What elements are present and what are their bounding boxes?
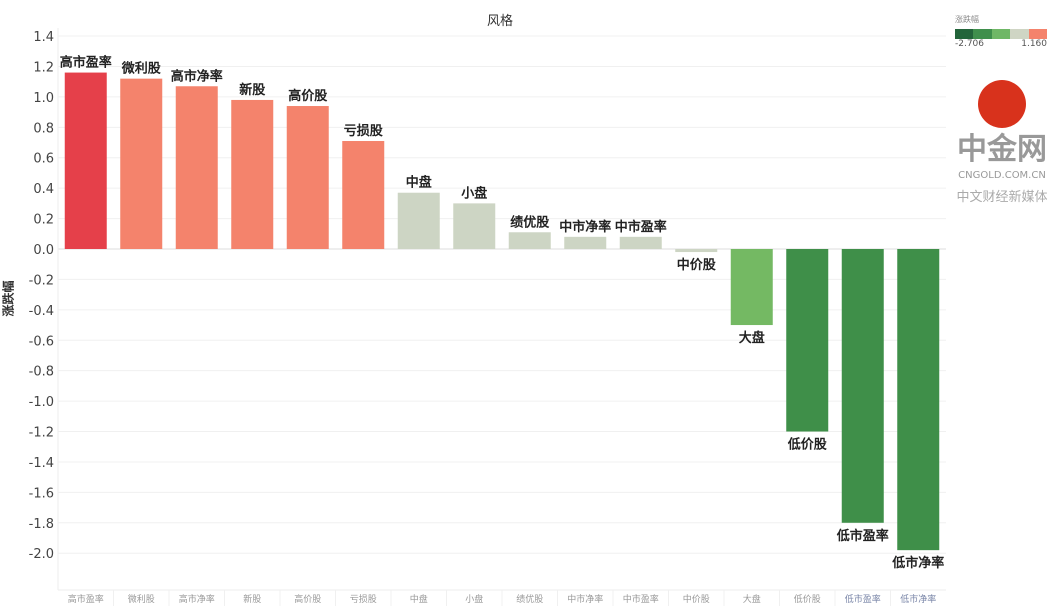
x-tick-label: 高市盈率: [68, 593, 104, 605]
y-tick-label: -0.2: [29, 273, 54, 288]
data-label: 高市盈率: [60, 55, 112, 71]
x-tick-label: 低市盈率: [845, 593, 881, 605]
y-tick-label: -1.0: [29, 395, 54, 410]
y-tick-label: -1.4: [29, 456, 54, 471]
cngold-logo-icon: [978, 80, 1026, 128]
bar[interactable]: [508, 232, 551, 249]
data-label: 大盘: [739, 330, 765, 346]
x-tick-label: 低市净率: [900, 593, 936, 605]
bar[interactable]: [897, 249, 940, 551]
watermark-sub: 中文财经新媒体: [956, 190, 1048, 205]
y-tick-label: 1.4: [33, 30, 54, 45]
y-tick-label: -1.2: [29, 426, 54, 441]
y-tick-label: -0.6: [29, 334, 54, 349]
bar[interactable]: [675, 249, 718, 253]
data-label: 中盘: [406, 175, 432, 191]
data-label: 高价股: [288, 88, 327, 104]
y-tick-label: 1.2: [33, 60, 54, 75]
legend-swatch: [973, 29, 992, 39]
y-tick-label: 0.6: [33, 152, 54, 167]
legend-swatch: [1010, 29, 1029, 39]
data-label: 微利股: [121, 61, 161, 77]
data-label: 小盘: [461, 185, 487, 201]
legend-color-ramp: [955, 29, 1048, 39]
x-tick-label: 亏损股: [350, 593, 377, 605]
y-tick-label: 0.8: [33, 121, 54, 136]
y-tick-label: -0.4: [29, 304, 54, 319]
x-tick-label: 中市净率: [567, 593, 603, 605]
bar[interactable]: [64, 72, 107, 250]
data-label: 中市净率: [559, 219, 611, 235]
y-tick-label: 0.2: [33, 213, 54, 228]
bar[interactable]: [397, 192, 440, 249]
bar[interactable]: [120, 78, 163, 249]
x-tick-label: 绩优股: [516, 593, 543, 605]
x-tick-label: 中市盈率: [623, 593, 659, 605]
data-label: 绩优股: [510, 214, 549, 230]
x-tick-label: 高价股: [294, 593, 321, 605]
x-tick-label: 小盘: [465, 593, 483, 605]
bar[interactable]: [730, 249, 773, 326]
bar[interactable]: [619, 236, 662, 249]
watermark-cn: 中金网: [957, 132, 1047, 167]
data-label: 亏损股: [344, 123, 383, 139]
x-tick-label: 微利股: [128, 593, 155, 605]
y-tick-label: -2.0: [29, 547, 54, 562]
bar[interactable]: [564, 236, 607, 249]
data-label: 高市净率: [171, 68, 223, 84]
bar[interactable]: [342, 141, 385, 249]
bar[interactable]: [786, 249, 829, 432]
y-tick-label: 0.4: [33, 182, 54, 197]
legend-max: 1.160: [1021, 39, 1047, 49]
legend-min: -2.706: [955, 39, 985, 49]
data-label: 新股: [239, 82, 265, 98]
color-legend: 涨跌幅 -2.706 1.160: [955, 14, 1048, 49]
legend-swatch: [991, 29, 1011, 39]
data-label: 中市盈率: [615, 219, 667, 235]
y-tick-label: 1.0: [33, 91, 54, 106]
x-tick-label: 高市净率: [179, 593, 215, 605]
bar[interactable]: [453, 203, 496, 249]
x-tick-label: 中价股: [683, 593, 710, 605]
watermark: 中金网 CNGOLD.COM.CN 中文财经新媒体: [952, 80, 1052, 230]
chart-title: 风格: [486, 14, 513, 29]
legend-swatch: [955, 29, 974, 39]
x-tick-label: 低价股: [794, 593, 821, 605]
data-label: 中价股: [677, 257, 716, 273]
legend-swatch: [1028, 29, 1048, 39]
bar[interactable]: [841, 249, 884, 523]
y-tick-label: 0.0: [33, 243, 54, 258]
data-label: 低市净率: [891, 555, 944, 571]
legend-title: 涨跌幅: [955, 15, 979, 24]
x-tick-label: 中盘: [410, 593, 428, 605]
y-tick-label: -0.8: [29, 365, 54, 380]
x-tick-label: 新股: [243, 593, 261, 605]
y-tick-label: -1.6: [29, 486, 54, 501]
bar[interactable]: [286, 106, 329, 249]
y-tick-label: -1.8: [29, 517, 54, 532]
data-label: 低价股: [787, 437, 827, 453]
bar[interactable]: [231, 99, 274, 249]
watermark-en: CNGOLD.COM.CN: [958, 170, 1046, 181]
x-tick-label: 大盘: [743, 593, 761, 605]
bar[interactable]: [175, 86, 218, 250]
data-label: 低市盈率: [836, 528, 889, 544]
